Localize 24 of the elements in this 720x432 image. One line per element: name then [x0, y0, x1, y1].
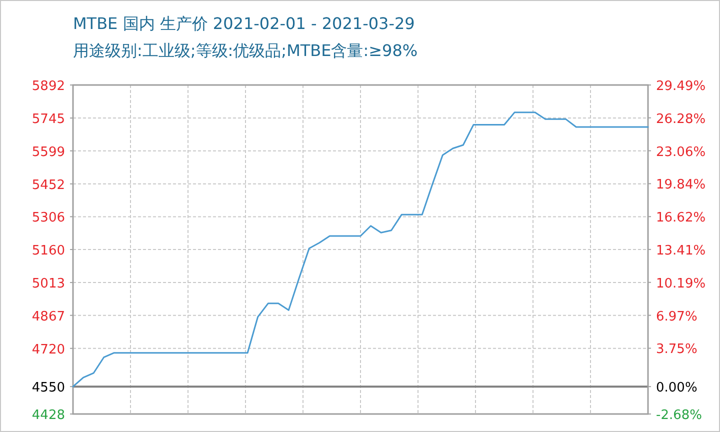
- y2-tick-label: 0.00%: [656, 380, 698, 396]
- y2-tick-label: 10.19%: [656, 276, 706, 292]
- y-tick-label: 4720: [32, 342, 65, 358]
- y2-tick-label: 6.97%: [656, 309, 698, 324]
- y2-tick-label: 23.06%: [656, 144, 706, 160]
- y2-tick-label: -2.68%: [656, 408, 702, 423]
- chart-subtitle: 用途级别:工业级;等级:优级品;MTBE含量:≥98%: [73, 41, 418, 60]
- chart-title: MTBE 国内 生产价 2021-02-01 - 2021-03-29: [73, 14, 415, 33]
- y-tick-label: 5160: [32, 244, 65, 258]
- y-tick-label: 5306: [32, 210, 65, 226]
- y2-tick-label: 29.49%: [656, 79, 706, 94]
- y-tick-label: 5599: [32, 144, 65, 160]
- y2-tick-label: 13.41%: [656, 243, 706, 258]
- y2-tick-label: 19.84%: [656, 178, 706, 193]
- y-tick-label: 4867: [32, 309, 65, 324]
- y-tick-label: 5452: [32, 178, 65, 193]
- y2-tick-label: 16.62%: [656, 210, 706, 226]
- y-tick-label: 5892: [32, 79, 65, 94]
- y-tick-label: 5745: [32, 112, 65, 128]
- y2-tick-label: 26.28%: [656, 112, 706, 127]
- y-tick-label: 5013: [32, 276, 65, 292]
- y2-tick-label: 3.75%: [656, 342, 698, 358]
- y-tick-label: 4428: [32, 408, 65, 423]
- y-tick-label: 4550: [32, 380, 65, 396]
